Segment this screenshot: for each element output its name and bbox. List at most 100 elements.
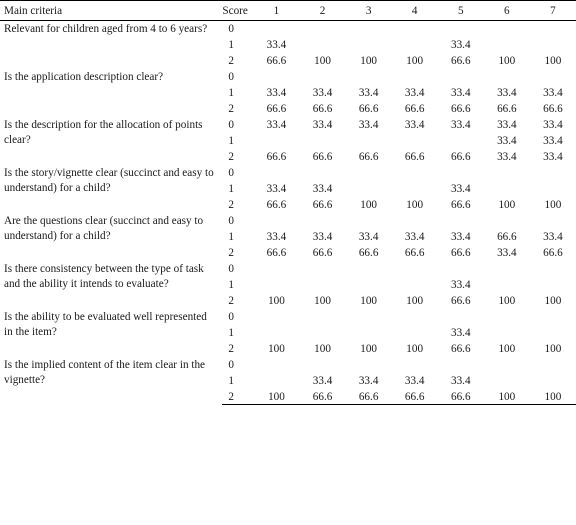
- value-cell: 66.6: [450, 294, 471, 307]
- value-cell: [253, 277, 299, 293]
- table-row: 2 66.6 100 100 100 66.6 100 100: [0, 53, 576, 69]
- criteria-table: Main criteria Score 1 2 3 4 5 6 7 Releva…: [0, 0, 576, 405]
- value-cell: [392, 21, 438, 37]
- value-cell: 100: [544, 54, 562, 67]
- value-cell: 33.4: [497, 86, 517, 99]
- score-cell: 0: [228, 118, 234, 131]
- value-cell: 66.6: [266, 246, 287, 259]
- value-cell: 33.4: [543, 118, 563, 131]
- table-row: Is the description for the allocation of…: [0, 117, 576, 146]
- value-cell: [438, 133, 484, 149]
- criterion-label: Is there consistency between the type of…: [4, 262, 204, 290]
- header-col-3: 3: [345, 0, 392, 21]
- value-cell: [392, 181, 438, 197]
- value-cell: [530, 309, 576, 325]
- header-col-1: 1: [253, 0, 300, 21]
- value-cell: [530, 165, 576, 181]
- score-cell: 0: [228, 23, 234, 35]
- value-cell: 100: [406, 342, 424, 355]
- value-cell: [438, 69, 484, 85]
- value-cell: 66.6: [312, 102, 333, 115]
- value-cell: 100: [268, 342, 285, 355]
- criterion-label: Are the questions clear (succinct and ea…: [4, 214, 204, 242]
- table-header: Main criteria Score 1 2 3 4 5 6 7: [0, 0, 576, 21]
- value-cell: [484, 309, 530, 325]
- value-cell: 100: [406, 198, 424, 211]
- value-cell: 66.6: [345, 388, 392, 405]
- value-cell: [300, 325, 346, 341]
- value-cell: [438, 213, 484, 229]
- value-cell: [253, 261, 299, 277]
- table-row: 2 66.6 66.6 66.6 66.6 66.6 33.4 33.4: [0, 149, 576, 165]
- value-cell: 33.4: [450, 230, 471, 243]
- value-cell: [438, 21, 484, 37]
- value-cell: [530, 213, 576, 229]
- value-cell: 33.4: [404, 86, 425, 99]
- criterion-label: Is the implied content of the item clear…: [4, 358, 205, 386]
- value-cell: [484, 69, 530, 85]
- value-cell: 33.4: [358, 374, 379, 387]
- score-cell: 2: [228, 342, 234, 355]
- value-cell: 33.4: [312, 182, 333, 195]
- header-col-6: 6: [483, 0, 530, 21]
- score-cell: 0: [228, 166, 234, 179]
- value-cell: [484, 37, 530, 53]
- value-cell: 33.4: [543, 134, 563, 147]
- value-cell: [530, 261, 576, 277]
- value-cell: 66.6: [450, 246, 471, 259]
- value-cell: [253, 309, 299, 325]
- value-cell: [300, 165, 346, 181]
- table-row: Is the ability to be evaluated well repr…: [0, 309, 576, 338]
- value-cell: [346, 213, 392, 229]
- score-cell: 0: [228, 70, 234, 83]
- value-cell: 66.6: [450, 54, 471, 67]
- value-cell: [300, 69, 346, 85]
- value-cell: [300, 277, 346, 293]
- score-cell: 1: [228, 86, 234, 99]
- value-cell: [392, 325, 438, 341]
- value-cell: [530, 325, 576, 341]
- score-cell: 2: [228, 102, 234, 115]
- value-cell: [392, 37, 438, 53]
- table-row: 1 33.4 33.4 33.4 33.4 33.4 33.4 33.4: [0, 85, 576, 101]
- value-cell: [346, 277, 392, 293]
- value-cell: 33.4: [358, 118, 379, 131]
- criterion-label: Is the description for the allocation of…: [4, 118, 203, 146]
- value-cell: 33.4: [266, 118, 287, 131]
- score-cell: 1: [228, 38, 234, 51]
- value-cell: [346, 69, 392, 85]
- score-cell: 1: [228, 374, 234, 387]
- table-row: 1 33.4 33.4 33.4: [0, 181, 576, 197]
- value-cell: [530, 69, 576, 85]
- table-body: Relevant for children aged from 4 to 6 y…: [0, 21, 576, 405]
- value-cell: [484, 373, 530, 389]
- value-cell: 66.6: [497, 230, 517, 243]
- value-cell: 100: [406, 294, 424, 307]
- value-cell: [346, 357, 392, 373]
- value-cell: [484, 181, 530, 197]
- value-cell: [253, 133, 299, 149]
- score-cell: 0: [228, 358, 234, 371]
- value-cell: [300, 21, 346, 37]
- table-row: 2 100 100 100 100 66.6 100 100: [0, 293, 576, 309]
- value-cell: 33.4: [543, 86, 563, 99]
- value-cell: 33.4: [543, 230, 563, 243]
- value-cell: [253, 21, 299, 37]
- value-cell: 66.6: [312, 150, 333, 163]
- value-cell: 100: [544, 198, 562, 211]
- value-cell: 100: [314, 294, 331, 307]
- value-cell: 33.4: [266, 182, 287, 195]
- table-row: Is the implied content of the item clear…: [0, 357, 576, 386]
- value-cell: [253, 357, 299, 373]
- table-row: 1 33.4 33.4: [0, 133, 576, 149]
- value-cell: [530, 37, 576, 53]
- value-cell: 66.6: [450, 102, 471, 115]
- value-cell: [392, 69, 438, 85]
- header-row: Main criteria Score 1 2 3 4 5 6 7: [0, 0, 576, 21]
- score-cell: 1: [228, 134, 234, 147]
- value-cell: 100: [360, 54, 377, 67]
- header-col-5: 5: [437, 0, 484, 21]
- value-cell: 33.4: [450, 182, 471, 195]
- value-cell: [300, 37, 346, 53]
